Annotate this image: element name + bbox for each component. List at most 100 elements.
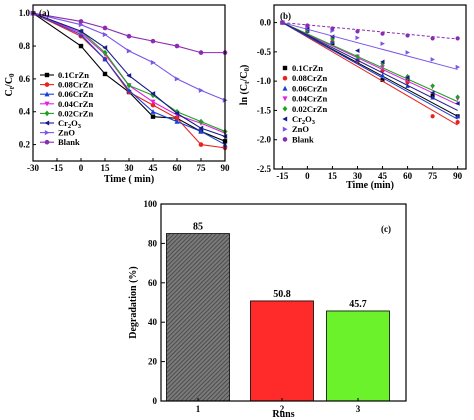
data-point bbox=[102, 49, 108, 56]
legend-text: 0.06CrZn bbox=[292, 83, 327, 93]
data-point bbox=[405, 50, 410, 55]
data-point bbox=[174, 118, 180, 124]
legend-label: Blank bbox=[292, 134, 314, 144]
legend-text: Cr bbox=[58, 118, 68, 128]
data-point bbox=[198, 142, 204, 147]
legend-text: Blank bbox=[58, 137, 80, 147]
data-point bbox=[430, 83, 435, 89]
legend-marker bbox=[44, 120, 50, 126]
legend-marker bbox=[282, 85, 288, 91]
data-point bbox=[126, 73, 132, 79]
x-axis-label: Time (min) bbox=[346, 180, 394, 191]
data-point bbox=[174, 110, 180, 116]
fit-line-4 bbox=[282, 22, 458, 103]
fit-line-7 bbox=[282, 22, 458, 40]
x-axis-label: Time ( min) bbox=[104, 174, 154, 185]
x-axis-label: Runs bbox=[272, 409, 294, 420]
legend-text: ZnO bbox=[58, 128, 75, 138]
legend-text: 0.04CrZn bbox=[58, 99, 93, 109]
y-axis-label-mid: /C bbox=[239, 72, 250, 83]
chart-c: 85 50.8 45.7 0 20 40 60 80 100 1 2 3 Runs Degradation… bbox=[128, 199, 407, 420]
x-tick-label: 60 bbox=[173, 163, 183, 173]
y-tick-label: 0.2 bbox=[19, 140, 31, 150]
y-axis-label-end: ) bbox=[239, 65, 250, 68]
x-tick-label: 45 bbox=[149, 163, 159, 173]
legend-text: 0.06CrZn bbox=[58, 89, 93, 99]
data-point bbox=[430, 114, 435, 119]
legend-text: 0.08CrZn bbox=[292, 73, 327, 83]
plot-frame bbox=[273, 4, 467, 170]
x-tick-label: 15 bbox=[101, 163, 111, 173]
legend-label: 0.08CrZn bbox=[292, 73, 327, 83]
fit-line-5 bbox=[282, 22, 458, 111]
data-point bbox=[102, 56, 108, 62]
legend-label: 0.06CrZn bbox=[292, 83, 327, 93]
data-point bbox=[355, 53, 360, 60]
y-axis-label-sub: 0 bbox=[8, 73, 16, 77]
x-tick-label: 3 bbox=[356, 404, 361, 414]
series-line-7 bbox=[32, 12, 225, 54]
data-point bbox=[150, 91, 156, 97]
data-point bbox=[380, 59, 385, 65]
legend-text: Cr bbox=[292, 114, 302, 124]
data-point bbox=[150, 99, 156, 105]
x-tick-label: 30 bbox=[125, 163, 135, 173]
x-tick-label: 1 bbox=[196, 404, 201, 414]
panel-label: (c) bbox=[381, 224, 391, 234]
data-point bbox=[78, 19, 84, 24]
legend-label: Cr2O3 bbox=[292, 114, 316, 126]
data-point bbox=[198, 118, 204, 125]
legend-text: 0.1CrZn bbox=[292, 63, 323, 73]
data-point bbox=[126, 48, 132, 54]
legend-label: 0.02CrZn bbox=[292, 104, 327, 114]
y-tick-label: -1.0 bbox=[257, 76, 272, 86]
data-point bbox=[198, 50, 204, 55]
series-line-4 bbox=[32, 12, 226, 132]
data-point bbox=[174, 76, 180, 82]
y-axis-label-main: ln (C bbox=[239, 84, 250, 105]
y-axis-label: ln (Ct/C0) bbox=[239, 65, 251, 106]
x-tick-label: 30 bbox=[353, 171, 363, 181]
y-tick-label: 0.0 bbox=[260, 18, 272, 28]
y-tick-label: 0.6 bbox=[19, 74, 31, 84]
series-line-1 bbox=[32, 12, 226, 149]
legend-label: 0.1CrZn bbox=[292, 63, 323, 73]
x-tick-label: -30 bbox=[27, 163, 39, 173]
legend-text: ZnO bbox=[292, 124, 309, 134]
legend-mid: O bbox=[305, 114, 312, 124]
data-point bbox=[455, 64, 461, 70]
x-tick-label: 45 bbox=[378, 171, 388, 181]
y-tick-label: 100 bbox=[144, 199, 158, 209]
legend-label: 0.1CrZn bbox=[58, 70, 89, 80]
bar-1 bbox=[166, 233, 230, 402]
data-point bbox=[174, 43, 180, 49]
x-tick-label: 60 bbox=[403, 171, 413, 181]
legend-marker bbox=[282, 126, 288, 132]
x-tick-label: 2 bbox=[280, 404, 285, 414]
data-point bbox=[280, 20, 285, 25]
y-tick-label: 60 bbox=[148, 278, 158, 288]
data-point bbox=[405, 33, 410, 38]
data-point bbox=[102, 71, 108, 77]
data-point bbox=[126, 82, 132, 89]
legend-marker bbox=[282, 75, 288, 81]
x-tick-label: 90 bbox=[221, 163, 231, 173]
legend-text: Blank bbox=[292, 134, 314, 144]
legend-marker bbox=[44, 91, 50, 97]
data-point bbox=[150, 109, 156, 114]
x-tick-label: 75 bbox=[197, 163, 207, 173]
data-point bbox=[198, 87, 204, 93]
legend-marker bbox=[282, 116, 288, 122]
x-tick-label: -15 bbox=[276, 171, 288, 181]
data-point bbox=[126, 33, 132, 39]
fit-line-2 bbox=[282, 22, 458, 120]
data-point bbox=[305, 23, 310, 28]
data-point bbox=[150, 59, 156, 66]
data-point bbox=[330, 34, 335, 39]
y-axis-label-sub: 0 bbox=[243, 68, 251, 72]
y-tick-label: 0.8 bbox=[19, 41, 31, 51]
data-point bbox=[355, 29, 360, 34]
legend-label: Blank bbox=[58, 137, 80, 147]
